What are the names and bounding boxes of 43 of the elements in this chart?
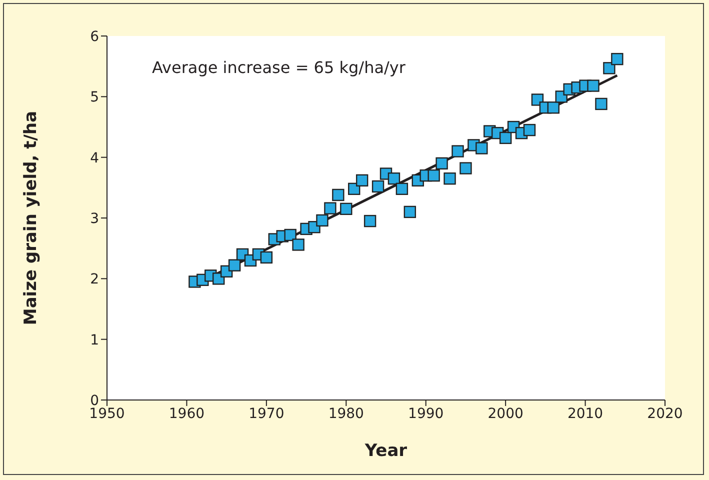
point [292,238,304,251]
y-tick-label: 3 [90,210,99,227]
point [284,228,296,242]
x-tick-label: 1970 [248,406,284,422]
point [316,214,328,227]
y-tick-label: 6 [90,28,100,45]
point [364,214,376,228]
point [436,157,448,170]
x-tick-label: 1990 [408,406,444,422]
point [460,162,472,174]
point [428,169,440,182]
point [452,145,464,158]
x-tick-label: 2020 [647,406,683,422]
point [332,188,344,202]
y-axis-title: Maize grain yield, t/ha [21,110,42,326]
x-tick-label: 1980 [328,406,364,422]
y-tick-label: 1 [90,332,99,348]
x-tick-label: 2000 [488,406,524,422]
y-tick-label: 5 [90,90,99,106]
point [340,202,352,215]
point [499,132,512,144]
point [595,98,608,110]
x-tick-label: 1960 [168,406,205,422]
point [611,52,624,66]
point [260,251,273,264]
point [547,101,560,114]
point [396,182,408,195]
point [372,180,384,193]
point [404,206,416,218]
point [523,124,536,136]
point [324,202,336,214]
point [587,80,600,92]
y-tick-label: 4 [90,150,100,166]
point [388,172,400,185]
point [476,142,488,154]
x-tick-label: 2010 [567,406,604,422]
x-axis-title: Year [364,441,408,461]
point [356,174,368,186]
point [228,259,241,272]
point [603,62,616,74]
annotation: Average increase = 65 kg/ha/yr [152,58,406,77]
point [444,172,456,185]
y-tick-label: 2 [90,272,99,288]
